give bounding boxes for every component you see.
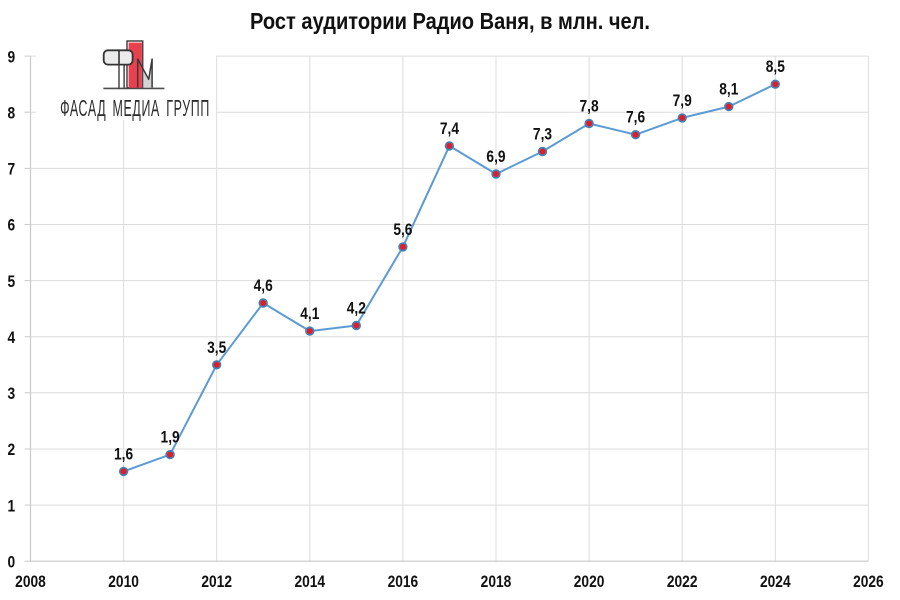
svg-text:1: 1 xyxy=(8,497,16,516)
svg-text:2020: 2020 xyxy=(574,573,605,592)
svg-text:7,8: 7,8 xyxy=(580,97,599,116)
svg-text:4: 4 xyxy=(8,329,16,348)
svg-text:4,6: 4,6 xyxy=(254,277,273,296)
svg-text:2014: 2014 xyxy=(294,573,325,592)
svg-text:2016: 2016 xyxy=(388,573,419,592)
svg-text:1,6: 1,6 xyxy=(114,445,133,464)
svg-text:2010: 2010 xyxy=(108,573,139,592)
svg-text:2022: 2022 xyxy=(667,573,698,592)
svg-text:7,4: 7,4 xyxy=(440,120,459,139)
svg-text:8,5: 8,5 xyxy=(766,58,785,77)
svg-text:3: 3 xyxy=(8,385,16,404)
svg-text:2: 2 xyxy=(8,441,16,460)
svg-text:0: 0 xyxy=(8,553,16,572)
svg-text:8,1: 8,1 xyxy=(719,80,738,99)
svg-text:Рост аудитории Радио Ваня, в м: Рост аудитории Радио Ваня, в млн. чел. xyxy=(250,8,650,35)
svg-text:2012: 2012 xyxy=(201,573,232,592)
svg-text:4,2: 4,2 xyxy=(347,299,366,318)
svg-text:ФАСАД МЕДИА ГРУПП: ФАСАД МЕДИА ГРУПП xyxy=(60,95,210,121)
svg-text:2008: 2008 xyxy=(15,573,46,592)
svg-text:9: 9 xyxy=(8,48,16,67)
svg-text:2018: 2018 xyxy=(481,573,512,592)
svg-text:7,6: 7,6 xyxy=(626,108,645,127)
svg-text:1,9: 1,9 xyxy=(161,428,180,447)
svg-text:7: 7 xyxy=(8,160,16,179)
svg-text:8: 8 xyxy=(8,104,16,123)
svg-text:4,1: 4,1 xyxy=(300,305,319,324)
svg-text:7,9: 7,9 xyxy=(673,92,692,111)
svg-text:7,3: 7,3 xyxy=(533,125,552,144)
svg-text:2026: 2026 xyxy=(853,573,884,592)
svg-text:2024: 2024 xyxy=(760,573,791,592)
svg-text:6: 6 xyxy=(8,216,16,235)
svg-text:5: 5 xyxy=(8,273,16,292)
svg-text:5,6: 5,6 xyxy=(393,221,412,240)
svg-text:3,5: 3,5 xyxy=(207,339,226,358)
svg-text:6,9: 6,9 xyxy=(486,148,505,167)
